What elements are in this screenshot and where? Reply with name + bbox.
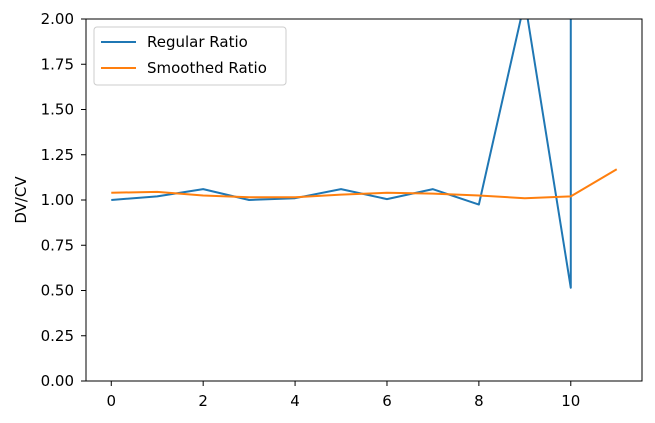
y-tick-label: 1.00 [41, 191, 74, 209]
x-tick-label: 0 [106, 392, 116, 410]
y-tick-label: 1.25 [41, 146, 74, 164]
x-axis-ticks: 0 2 4 6 8 10 [106, 381, 580, 410]
x-tick-label: 4 [290, 392, 300, 410]
y-tick-label: 0.75 [41, 236, 74, 254]
x-tick-label: 8 [474, 392, 484, 410]
legend-box [93, 26, 287, 86]
y-tick-label: 2.00 [41, 10, 74, 28]
plot-frame [85, 18, 643, 382]
y-tick-label: 1.75 [41, 55, 74, 73]
series-layer [111, 19, 618, 289]
y-tick-label: 0.00 [41, 372, 74, 390]
y-tick-label: 1.50 [41, 101, 74, 119]
y-tick-label: 0.25 [41, 327, 74, 345]
x-tick-label: 6 [382, 392, 392, 410]
y-axis-ticks: 0.00 0.25 0.50 0.75 1.00 1.25 1.50 1.75 2.00 [41, 10, 86, 390]
y-axis-label: DV/CV [12, 176, 30, 224]
legend: Regular Ratio Smoothed Ratio [93, 26, 287, 86]
x-tick-label: 10 [561, 392, 580, 410]
legend-label-regular-ratio: Regular Ratio [147, 33, 248, 51]
x-tick-label: 2 [198, 392, 208, 410]
legend-label-smoothed-ratio: Smoothed Ratio [147, 59, 267, 77]
y-tick-label: 0.50 [41, 282, 74, 300]
series-line-smoothed-ratio [111, 168, 618, 200]
